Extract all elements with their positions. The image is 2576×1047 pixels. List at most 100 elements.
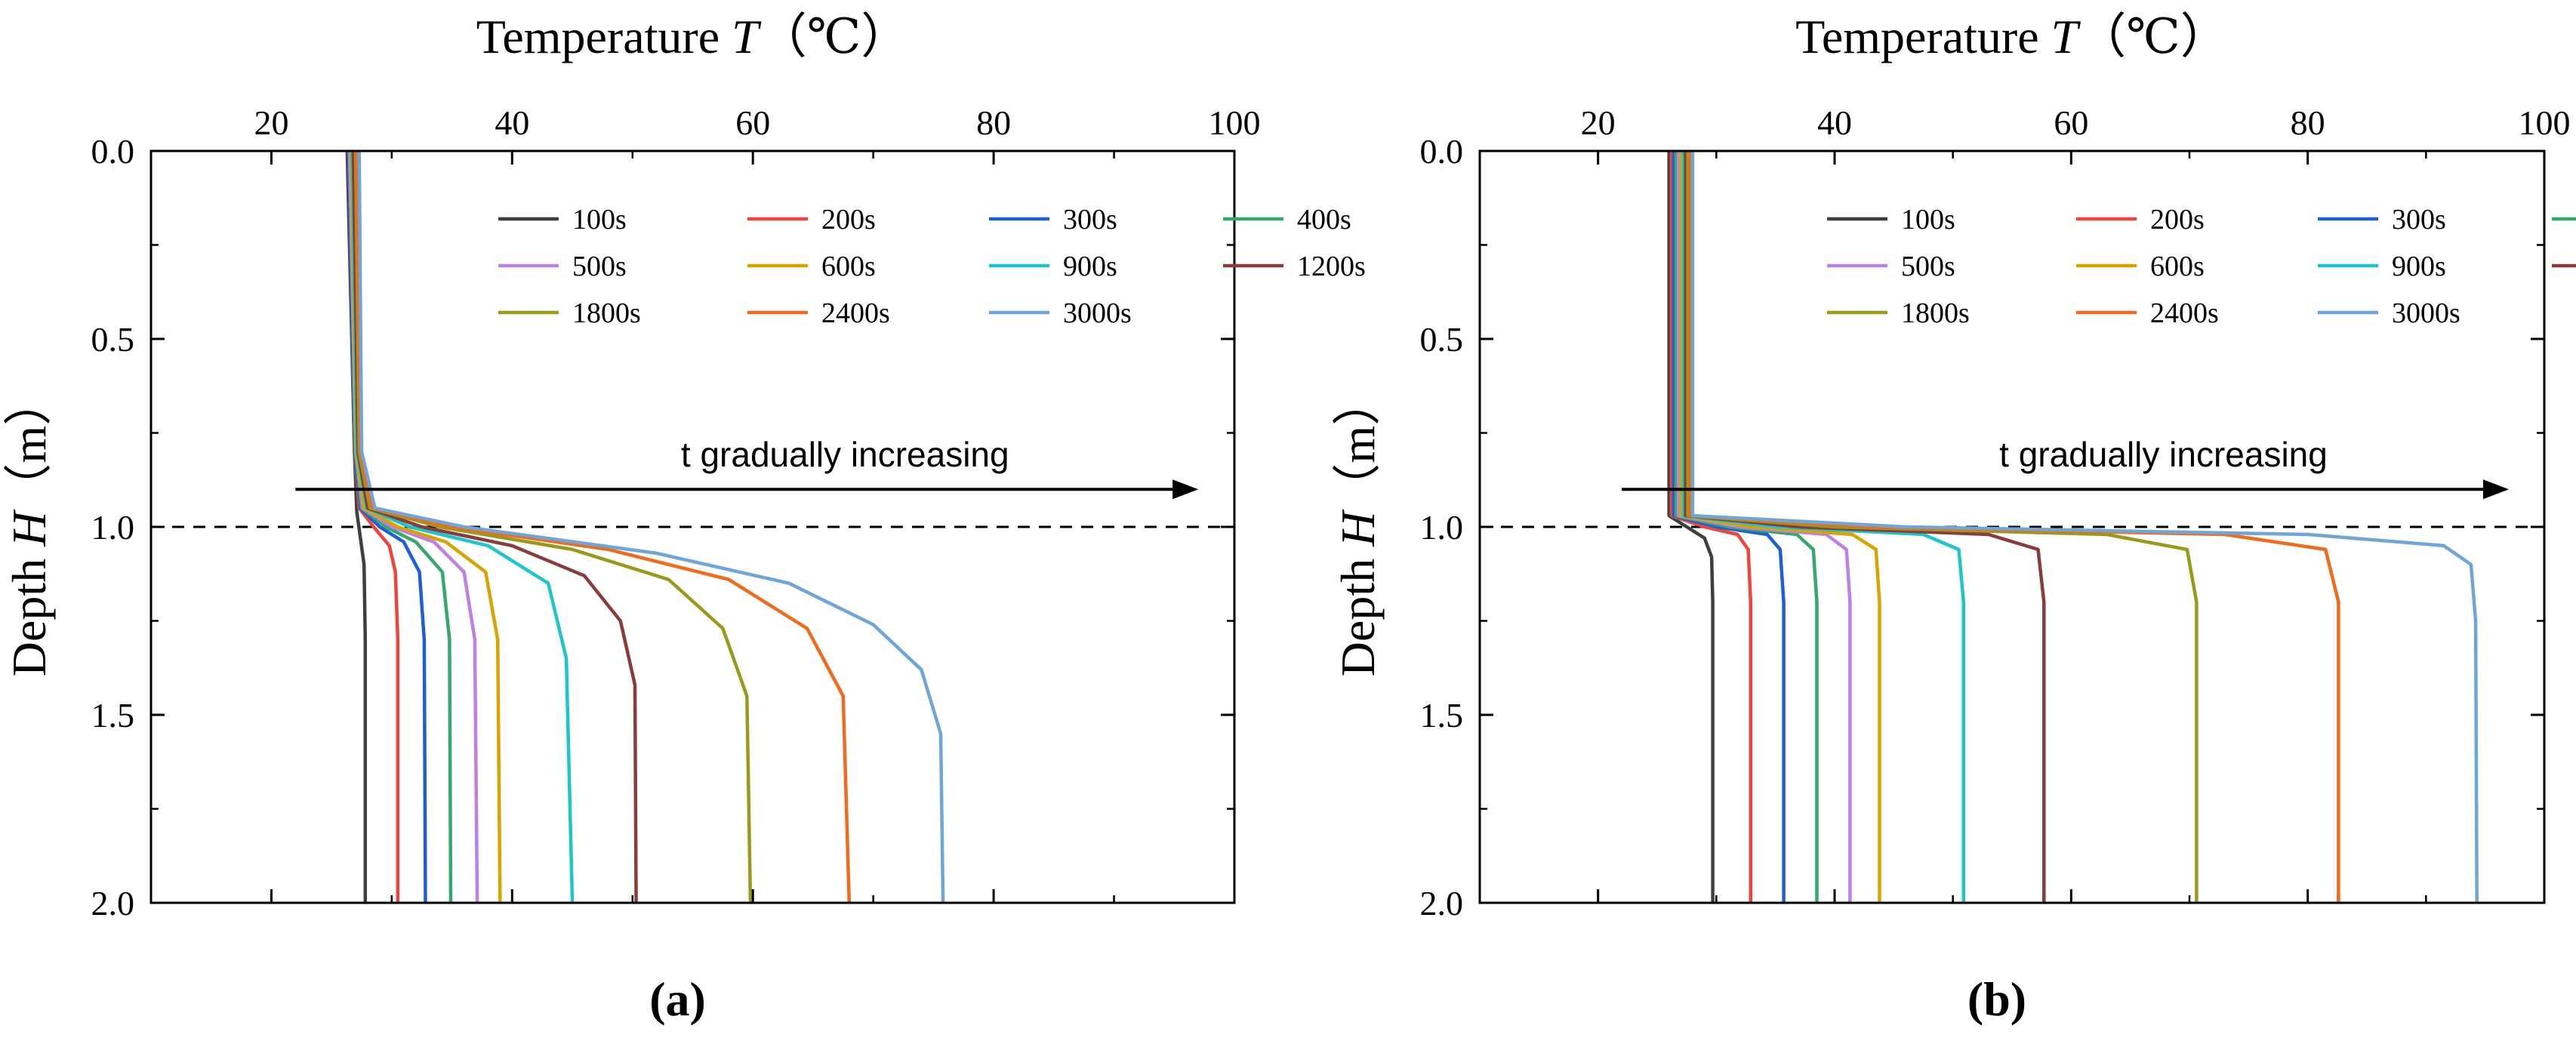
panel-b-legend-item-200s: 200s (2076, 204, 2205, 236)
panel-b-legend-item-1800s: 1800s (1827, 297, 1970, 329)
panel-a-x-tick-label: 40 (495, 103, 529, 142)
panel-a-y-tick-label: 1.0 (91, 508, 135, 547)
panel-b-series-900s (1681, 151, 1966, 903)
panel-b-y-tick-label: 1.0 (1420, 508, 1464, 547)
panel-b-legend-label: 900s (2392, 251, 2446, 282)
panel-a-legend-item-100s: 100s (498, 204, 627, 236)
panel-a-series-layer (345, 150, 945, 904)
panel-a-legend-label: 500s (572, 251, 627, 282)
panel-b-legend-item-400s: 400s (2552, 217, 2576, 221)
panel-a-legend-label: 600s (821, 251, 876, 282)
panel-a-legend-item-200s: 200s (747, 204, 876, 236)
panel-b-legend-item-900s: 900s (2318, 251, 2446, 282)
panel-b-y-axis-title-unit: （m） (1331, 377, 1385, 512)
panel-b-legend-label: 3000s (2392, 297, 2460, 329)
panel-b-legend-item-500s: 500s (1827, 251, 1955, 282)
panel-b-legend: 100s 200s 300s 400s 500s 600s 900s 1200s 1800s 24… (1827, 204, 2576, 329)
panel-a-x-tick-label: 100 (1209, 103, 1261, 142)
panel-a: 20 40 60 80 100 0.0 0.5 1.0 1.5 2.0 Temperature T… (2, 10, 1366, 1026)
panel-b-annotation-text: t gradually increasing (1999, 435, 2328, 474)
panel-b-series-600s (1679, 151, 1881, 903)
panel-b-y-tick-label: 0.0 (1420, 132, 1464, 171)
panel-b-legend-item-600s: 600s (2076, 251, 2205, 282)
panel-b-y-tick-label: 2.0 (1420, 884, 1464, 922)
panel-b-y-axis-title: Depth H（m） (1331, 377, 1385, 676)
panel-b-series-300s (1672, 151, 1786, 903)
panel-a-y-tick-label: 1.5 (91, 696, 135, 734)
panel-a-y-axis-title-unit: （m） (2, 377, 56, 512)
panel-a-annotation: t gradually increasing (295, 435, 1199, 500)
panel-b-x-tick-label: 40 (1817, 103, 1852, 142)
panel-a-x-tick-label: 80 (976, 103, 1011, 142)
panel-b-legend-item-100s: 100s (1827, 204, 1955, 236)
panel-a-legend-item-3000s: 3000s (989, 297, 1132, 329)
panel-a-legend-item-900s: 900s (989, 251, 1117, 282)
panel-a-legend-label: 300s (1063, 204, 1117, 236)
panel-b-legend-label: 200s (2150, 204, 2205, 236)
panel-b-y-tick-label: 0.5 (1420, 320, 1464, 359)
panel-b-x-tick-label: 60 (2054, 103, 2088, 142)
panel-a-y-tick-label: 0.0 (91, 132, 135, 171)
panel-b-series-1800s (1686, 151, 2199, 903)
panel-b-x-tick-label: 20 (1581, 103, 1616, 142)
panel-a-legend-label: 100s (572, 204, 627, 236)
panel-a-legend-item-500s: 500s (498, 251, 627, 282)
panel-b-x-tick-label: 100 (2519, 103, 2571, 142)
panel-b-label: (b) (1967, 972, 2026, 1026)
panel-a-legend-item-600s: 600s (747, 251, 876, 282)
panel-a-x-axis-title-unit: （℃） (759, 10, 910, 63)
panel-a-x-axis-title-prefix: Temperature (476, 10, 732, 63)
panel-b-x-tick-label: 80 (2291, 103, 2325, 142)
panel-a-legend-label: 200s (821, 204, 876, 236)
panel-a-legend-label: 3000s (1063, 297, 1132, 329)
panel-a-annotation-arrow-head (1172, 479, 1199, 500)
panel-a-annotation-text: t gradually increasing (681, 435, 1009, 474)
panel-a-label-text: (a) (649, 972, 706, 1026)
panel-b-series-3000s (1690, 151, 2479, 904)
panel-a-x-tick-label: 60 (735, 103, 770, 142)
panel-a-y-tick-label: 0.5 (91, 320, 135, 359)
panel-b-legend-item-1200s: 1200s (2552, 263, 2576, 268)
panel-b-series-200s (1669, 151, 1753, 903)
panel-a-legend-label: 400s (1297, 204, 1351, 236)
panel-b-legend-item-3000s: 3000s (2318, 297, 2460, 329)
panel-b-legend-item-2400s: 2400s (2076, 297, 2219, 329)
panel-b-series-1200s (1684, 151, 2046, 903)
panel-b: 20 40 60 80 100 0.0 0.5 1.0 1.5 2.0 Temperature T… (1331, 10, 2576, 1026)
panel-b-x-axis-title-var: T (2051, 10, 2081, 63)
panel-b-x-axis-title-unit: （℃） (2078, 10, 2229, 63)
panel-b-series-500s (1676, 151, 1852, 903)
panel-b-legend-label: 2400s (2150, 297, 2219, 329)
panel-a-x-tick-label: 20 (254, 103, 288, 142)
panel-b-tick-layer: 20 40 60 80 100 0.0 0.5 1.0 1.5 2.0 (1420, 103, 2571, 922)
panel-b-legend-label: 100s (1901, 204, 1955, 236)
panel-a-legend-label: 900s (1063, 251, 1117, 282)
panel-a-y-axis-title: Depth H（m） (2, 377, 56, 676)
panel-b-series-layer (1667, 151, 2479, 904)
panel-b-legend-label: 600s (2150, 251, 2205, 282)
panel-b-legend-label: 300s (2392, 204, 2446, 236)
panel-b-y-axis-title-var: H (1331, 509, 1385, 547)
panel-a-x-axis-title: Temperature T（℃） (476, 10, 910, 63)
panel-b-legend-label: 1800s (1901, 297, 1970, 329)
panel-a-x-axis-title-var: T (732, 10, 762, 63)
panel-b-y-tick-label: 1.5 (1420, 696, 1464, 734)
panel-a-y-axis-title-prefix: Depth (2, 547, 56, 676)
panel-a-legend-item-400s: 400s (1223, 204, 1351, 236)
panel-b-legend-item-300s: 300s (2318, 204, 2446, 236)
panel-b-x-axis-title-prefix: Temperature (1795, 10, 2051, 63)
panel-a-y-axis-title-var: H (2, 509, 56, 547)
panel-b-legend-label: 500s (1901, 251, 1955, 282)
panel-b-annotation-arrow-head (2483, 479, 2509, 500)
panel-a-legend-item-1800s: 1800s (498, 297, 641, 329)
panel-b-label-text: (b) (1967, 972, 2026, 1026)
panel-b-series-400s (1674, 151, 1819, 903)
panel-a-series-3000s (357, 150, 945, 904)
panel-b-y-axis-title-prefix: Depth (1331, 547, 1385, 676)
panel-a-legend-label: 1200s (1297, 251, 1366, 282)
panel-b-x-axis-title: Temperature T（℃） (1795, 10, 2229, 63)
panel-a-legend-item-1200s: 1200s (1223, 251, 1366, 282)
panel-a-label: (a) (649, 972, 706, 1026)
panel-a-legend-item-300s: 300s (989, 204, 1117, 236)
